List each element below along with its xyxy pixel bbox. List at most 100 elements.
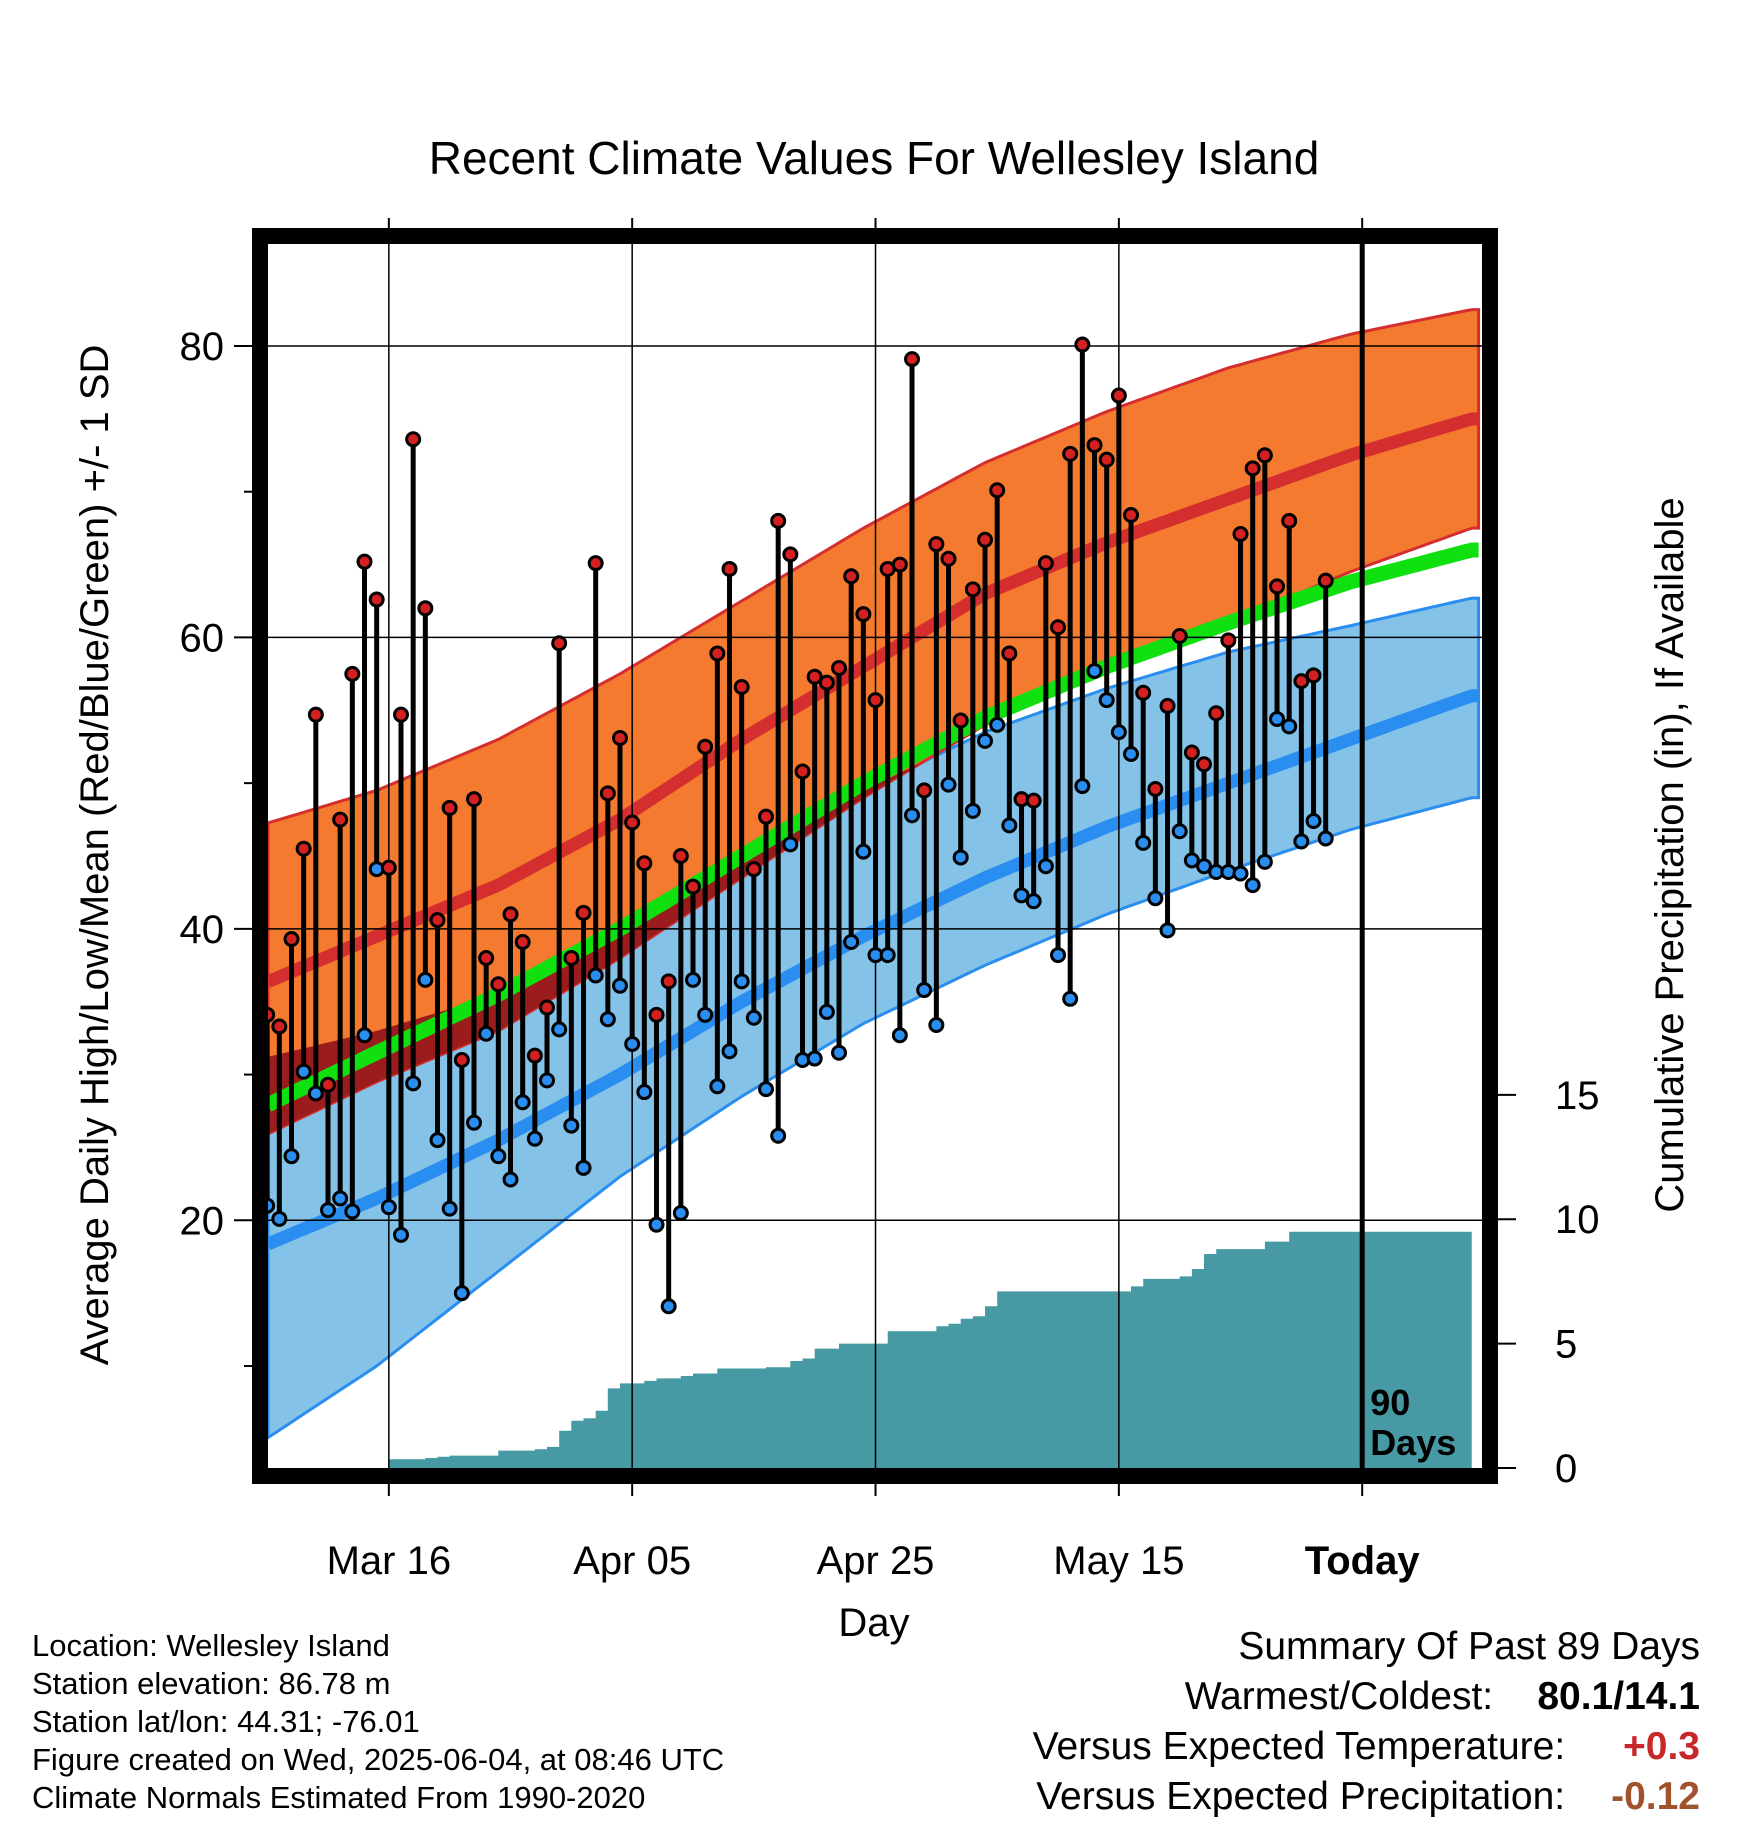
daily-high-point (356, 553, 373, 570)
daily-low-point (1256, 853, 1273, 870)
x-axis-label: Day (838, 1601, 909, 1645)
daily-high-point (782, 546, 799, 563)
precip-value: -0.12 (1611, 1775, 1700, 1818)
daily-low-point (1171, 823, 1188, 840)
daily-high-point (1317, 572, 1334, 589)
daily-low-point (1147, 890, 1164, 907)
summary-panel: Summary Of Past 89 Days Warmest/Coldest:… (1033, 1622, 1700, 1822)
daily-high-point (1001, 645, 1018, 662)
daily-high-point (770, 512, 787, 529)
x-tick-label: Mar 16 (327, 1539, 452, 1583)
daily-high-point (672, 848, 689, 864)
daily-high-point (697, 738, 714, 755)
daily-low-point (563, 1117, 580, 1134)
daily-low-point (551, 1021, 568, 1038)
daily-low-point (332, 1190, 349, 1207)
daily-low-point (453, 1285, 470, 1302)
daily-low-point (1074, 778, 1091, 795)
daily-low-point (490, 1148, 507, 1165)
daily-high-point (1135, 684, 1152, 701)
x-tick-label: May 15 (1053, 1539, 1184, 1583)
daily-high-point (478, 950, 495, 966)
daily-low-point (1293, 833, 1310, 850)
daily-high-point (1123, 507, 1140, 524)
x-tick-label: Apr 05 (573, 1539, 691, 1583)
daily-low-point (989, 716, 1006, 733)
daily-low-point (526, 1130, 543, 1147)
daily-low-point (271, 1210, 288, 1227)
daily-low-point (916, 982, 933, 999)
daily-high-point (380, 859, 397, 876)
daily-low-point (417, 971, 434, 988)
daily-high-point (1098, 451, 1115, 468)
daily-high-point (1256, 447, 1273, 464)
daily-high-point (320, 1076, 337, 1093)
daily-low-point (843, 933, 860, 950)
daily-low-point (478, 1025, 495, 1042)
daily-high-point (1183, 744, 1200, 761)
daily-low-point (514, 1094, 531, 1111)
daily-low-point (636, 1084, 653, 1101)
daily-high-point (1244, 460, 1261, 477)
daily-high-point (502, 906, 519, 923)
daily-low-point (879, 947, 896, 964)
x-axis: Mar 16 Apr 05 Apr 25 May 15 Today (327, 218, 1420, 1583)
temp-value: +0.3 (1623, 1725, 1700, 1768)
daily-low-point (1025, 893, 1042, 910)
daily-high-point (1305, 667, 1322, 684)
daily-low-point (1281, 718, 1298, 735)
daily-high-point (624, 814, 641, 831)
daily-low-point (356, 1027, 373, 1044)
daily-high-point (539, 999, 556, 1016)
daily-high-point (490, 976, 507, 993)
daily-low-point (1013, 887, 1030, 904)
daily-low-point (1159, 922, 1176, 939)
daily-low-point (295, 1063, 312, 1080)
normals-text: Climate Normals Estimated From 1990-2020 (32, 1780, 646, 1815)
daily-high-point (952, 712, 969, 729)
daily-high-point (685, 878, 702, 895)
daily-low-point (1062, 990, 1079, 1007)
daily-low-point (1196, 858, 1213, 875)
daily-high-point (612, 729, 629, 746)
daily-high-point (575, 904, 592, 921)
daily-low-point (831, 1044, 848, 1061)
daily-high-point (855, 606, 872, 623)
warmest-value: 80.1/14.1 (1537, 1675, 1700, 1718)
y2-axis-label: Cumulative Precipitation (in), If Availa… (1648, 497, 1692, 1212)
latlon-text: Station lat/lon: 44.31; -76.01 (32, 1704, 420, 1739)
created-text: Figure created on Wed, 2025-06-04, at 08… (32, 1742, 725, 1777)
daily-low-point (745, 1009, 762, 1026)
y-tick-label: 20 (180, 1199, 225, 1243)
daily-low-point (977, 732, 994, 749)
chart-title: Recent Climate Values For Wellesley Isla… (429, 132, 1320, 184)
daily-low-point (320, 1202, 337, 1219)
daily-high-point (307, 706, 324, 723)
daily-low-point (393, 1226, 410, 1243)
daily-low-point (539, 1072, 556, 1089)
daily-high-point (283, 931, 300, 948)
daily-low-point (344, 1203, 361, 1220)
daily-high-point (940, 550, 957, 567)
daily-high-point (1074, 336, 1091, 353)
daily-high-point (1159, 697, 1176, 714)
daily-high-point (1147, 780, 1164, 797)
daily-low-point (928, 1017, 945, 1034)
daily-low-point (1317, 830, 1334, 847)
daily-low-point (964, 802, 981, 819)
daily-high-point (368, 591, 385, 608)
daily-high-point (1269, 578, 1286, 595)
daily-low-point (721, 1043, 738, 1060)
daily-low-point (1098, 692, 1115, 709)
y-tick-label: 40 (180, 908, 225, 952)
daily-high-point (733, 678, 750, 695)
y-tick-label: 60 (180, 616, 225, 660)
daily-high-point (831, 660, 848, 677)
daily-high-point (977, 531, 994, 548)
warmest-label: Warmest/Coldest: (1184, 1675, 1494, 1718)
daily-high-point (405, 431, 422, 448)
daily-low-point (1232, 865, 1249, 882)
daily-low-point (612, 977, 629, 994)
daily-high-point (891, 556, 908, 573)
